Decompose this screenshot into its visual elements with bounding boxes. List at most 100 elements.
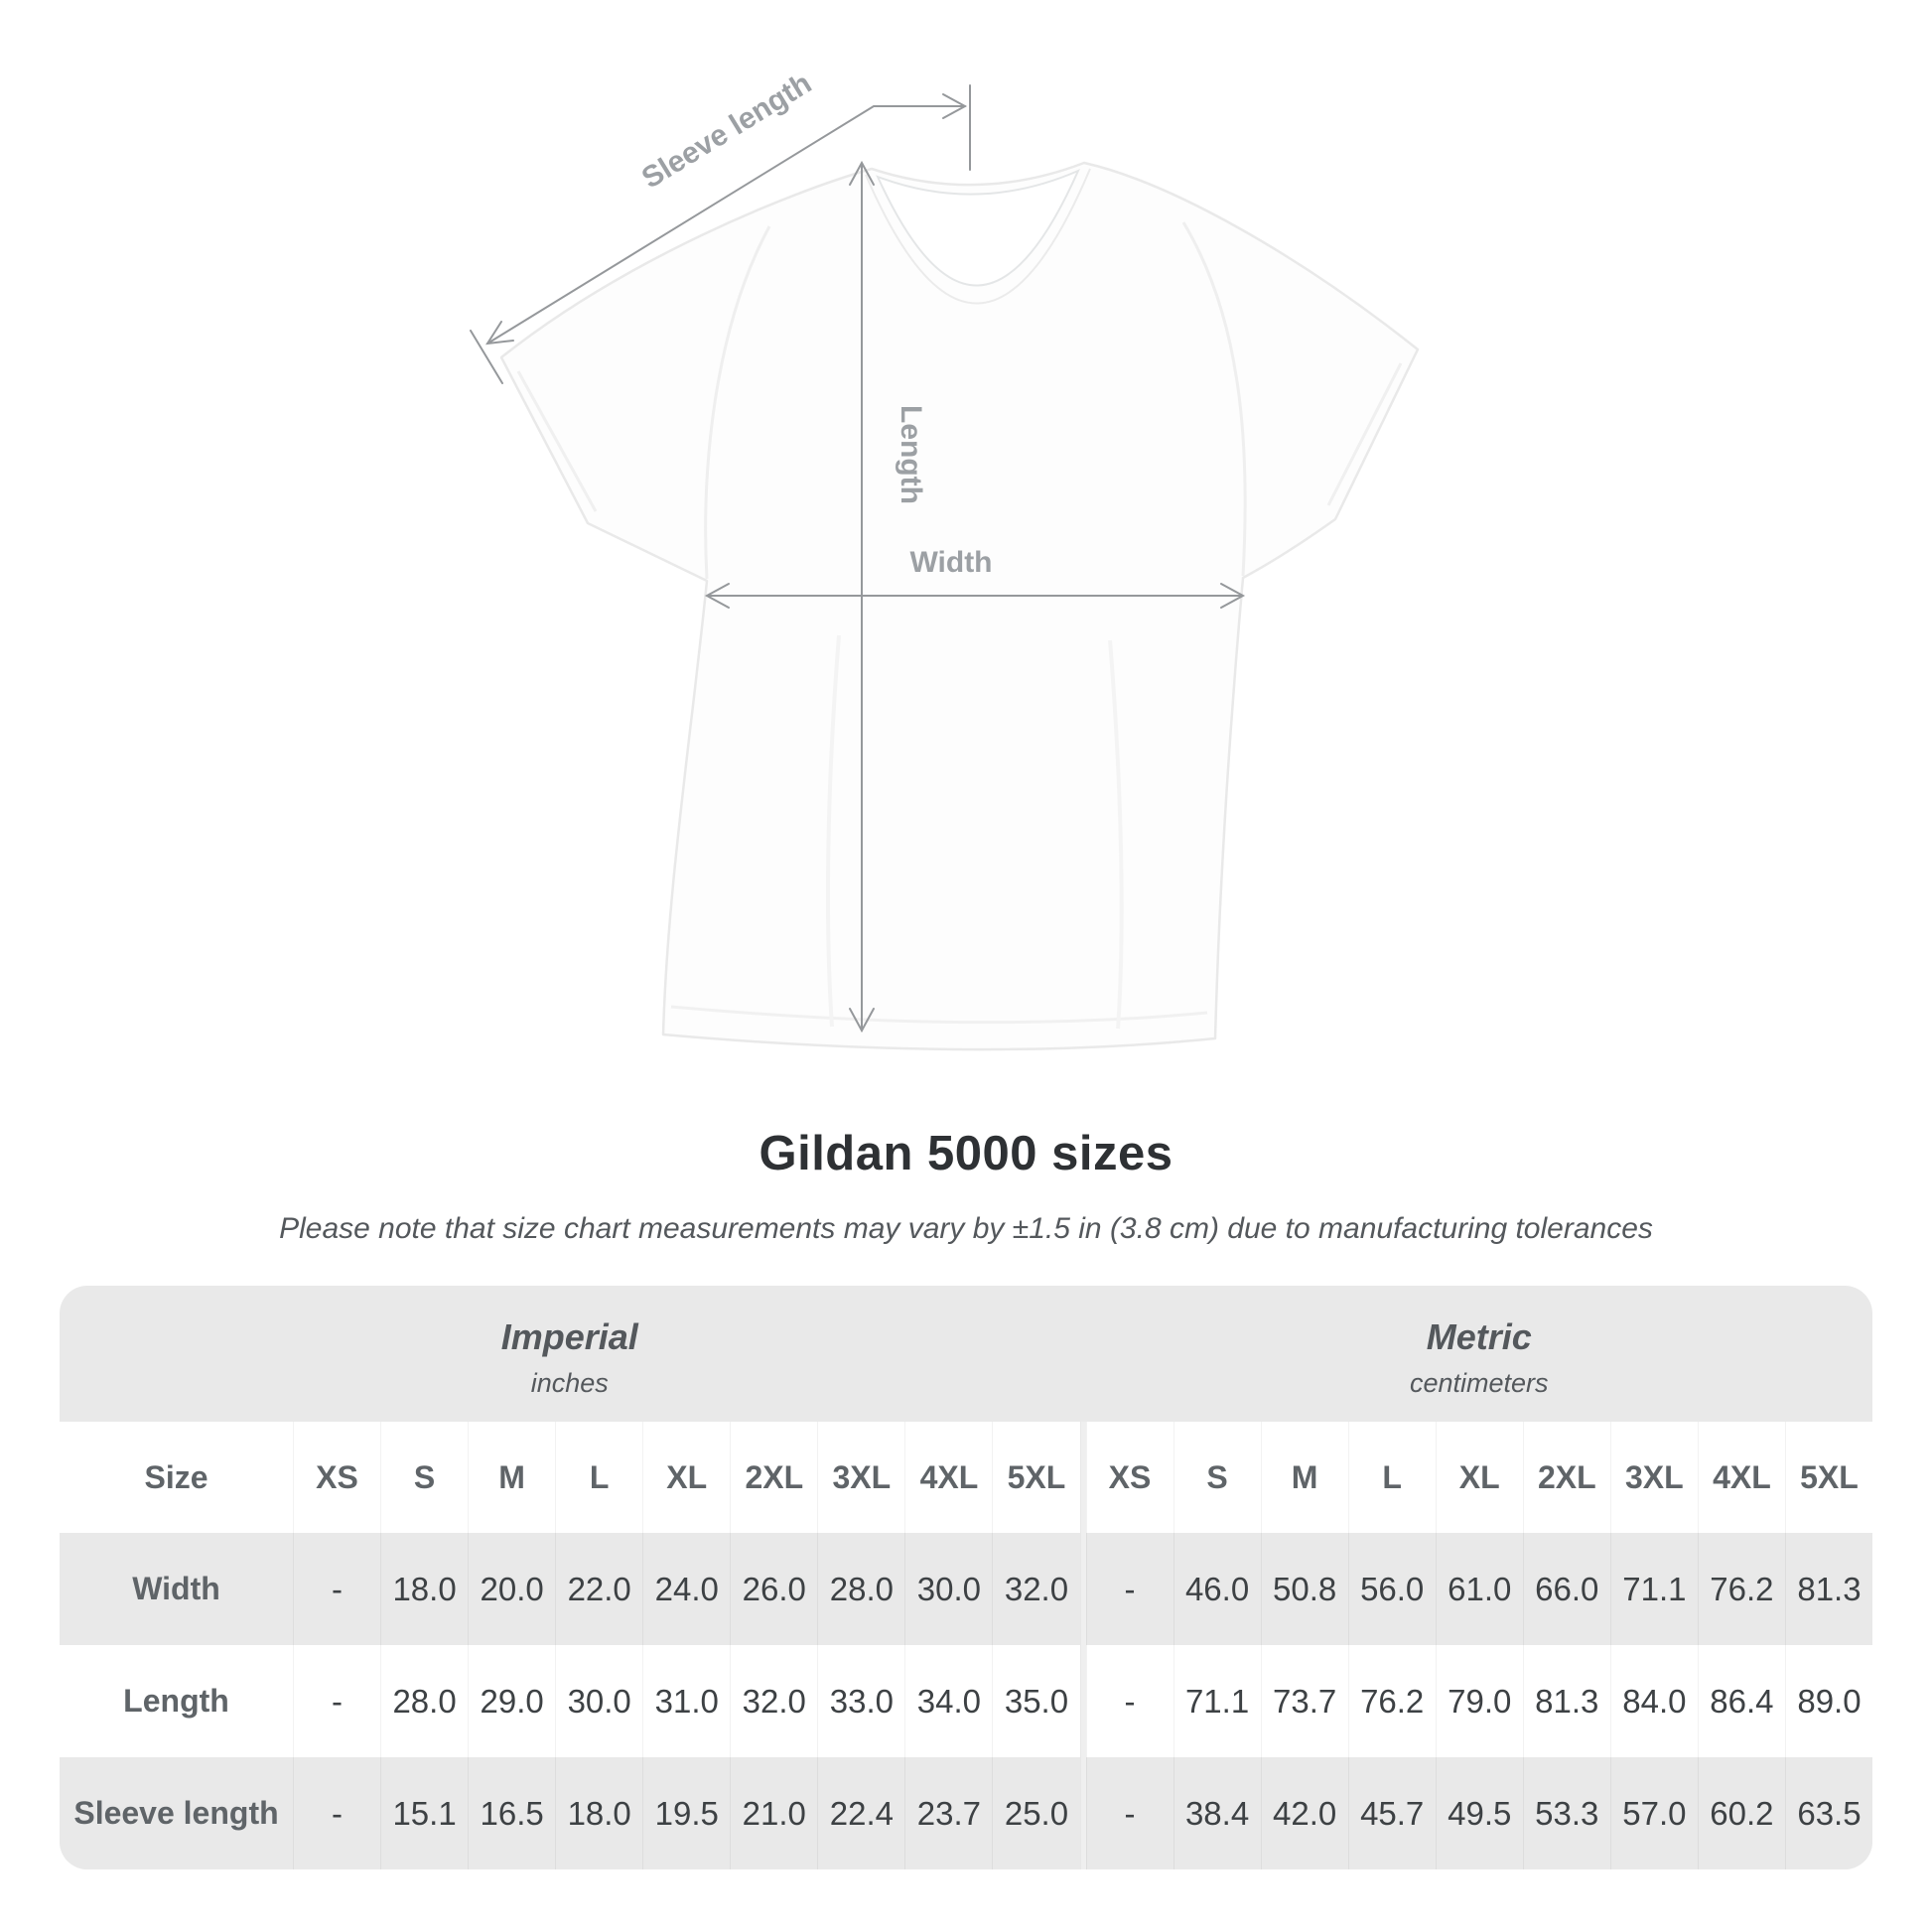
- measure-row-0-imperial-5: 26.0: [730, 1533, 817, 1645]
- size-header-row-metric-8: 5XL: [1784, 1422, 1872, 1533]
- measure-row-0-label: Width: [132, 1571, 220, 1606]
- size-header-row: Size XS S M L XL 2XL 3XL 4XL 5XL XS S M L XL 2XL 3XL 4XL 5…: [60, 1422, 1872, 1533]
- measure-row-1-metric-6: 84.0: [1609, 1645, 1698, 1757]
- measure-row-0-metric-6: 71.1: [1609, 1533, 1698, 1645]
- measure-row-0-metric-2: 50.8: [1260, 1533, 1348, 1645]
- measure-row-0-imperial-3: 22.0: [555, 1533, 642, 1645]
- group-header-imperial: Imperial inches: [60, 1286, 1080, 1422]
- metric-unit-label: centimeters: [1409, 1368, 1549, 1398]
- size-header-row-imperial-8: 5XL: [992, 1422, 1079, 1533]
- measure-row-2-metric-4: 49.5: [1435, 1757, 1523, 1869]
- measure-row-2-metric-8: 63.5: [1784, 1757, 1872, 1869]
- measure-row-2-metric-3: 45.7: [1347, 1757, 1436, 1869]
- size-header-row-imperial-4: XL: [642, 1422, 730, 1533]
- measure-row-0-imperial-0: -: [293, 1533, 380, 1645]
- measure-row-2-metric-2: 42.0: [1260, 1757, 1348, 1869]
- measure-row-0-imperial-4: 24.0: [642, 1533, 730, 1645]
- measure-row-2-imperial-0: -: [293, 1757, 380, 1869]
- measure-row-1-metric-3: 76.2: [1347, 1645, 1436, 1757]
- measure-row-0-imperial-6: 28.0: [817, 1533, 904, 1645]
- measure-row-0-imperial-7: 30.0: [904, 1533, 992, 1645]
- width-arrow: [704, 583, 1246, 609]
- group-divider: [1079, 1757, 1086, 1869]
- measure-row-2-imperial-5: 21.0: [730, 1757, 817, 1869]
- width-label: Width: [909, 546, 992, 579]
- size-header-row-metric-3: L: [1347, 1422, 1436, 1533]
- measure-row-2-imperial-6: 22.4: [817, 1757, 904, 1869]
- measure-row-2-metric-7: 60.2: [1697, 1757, 1785, 1869]
- sleeve-end-tick: [470, 330, 503, 384]
- tolerance-note: Please note that size chart measurements…: [279, 1212, 1653, 1245]
- measure-row-1-metric-5: 81.3: [1522, 1645, 1610, 1757]
- measure-row-1: Length -28.0 29.0 30.0 31.0 32.0 33.0 34.0 35.0-…: [60, 1645, 1872, 1757]
- size-header-row-metric-1: S: [1173, 1422, 1261, 1533]
- measure-row-2-imperial-3: 18.0: [555, 1757, 642, 1869]
- measure-row-1-label: Length: [123, 1683, 229, 1719]
- measure-row-0-metric-5: 66.0: [1522, 1533, 1610, 1645]
- size-header-row-metric-0: XS: [1085, 1422, 1173, 1533]
- measure-row-2-imperial-8: 25.0: [992, 1757, 1079, 1869]
- measure-row-2-metric-6: 57.0: [1609, 1757, 1698, 1869]
- length-label: Length: [895, 405, 927, 504]
- size-header-row-metric-7: 4XL: [1697, 1422, 1785, 1533]
- measure-row-1-metric-4: 79.0: [1435, 1645, 1523, 1757]
- size-header-row-metric-5: 2XL: [1522, 1422, 1610, 1533]
- collar: [876, 169, 1080, 287]
- group-divider: [1079, 1533, 1086, 1645]
- measure-row-2: Sleeve length -15.1 16.5 18.0 19.5 21.0 22.4 23…: [60, 1757, 1872, 1869]
- size-header-row-label: Size: [144, 1458, 208, 1495]
- measure-row-1-metric-0: -: [1085, 1645, 1173, 1757]
- measure-row-1-imperial-1: 28.0: [380, 1645, 468, 1757]
- measure-row-2-imperial-2: 16.5: [468, 1757, 555, 1869]
- size-table-body: Size XS S M L XL 2XL 3XL 4XL 5XL XS S M L XL 2XL 3XL 4XL 5…: [60, 1422, 1872, 1869]
- measure-row-2-imperial-1: 15.1: [380, 1757, 468, 1869]
- size-header-row-metric-6: 3XL: [1609, 1422, 1698, 1533]
- size-header-row-imperial-6: 3XL: [817, 1422, 904, 1533]
- size-table: Imperial inches Metric centimeters Size X…: [60, 1286, 1872, 1869]
- size-header-row-imperial-7: 4XL: [904, 1422, 992, 1533]
- group-divider: [1079, 1645, 1086, 1757]
- size-header-row-imperial-2: M: [468, 1422, 555, 1533]
- metric-label: Metric: [1426, 1316, 1532, 1357]
- measure-row-0-imperial-2: 20.0: [468, 1533, 555, 1645]
- measure-row-1-imperial-8: 35.0: [992, 1645, 1079, 1757]
- size-header-row-metric-4: XL: [1435, 1422, 1523, 1533]
- measure-row-0-metric-8: 81.3: [1784, 1533, 1872, 1645]
- size-header-row-imperial-0: XS: [293, 1422, 380, 1533]
- unit-group-header: Imperial inches Metric centimeters: [60, 1286, 1872, 1422]
- imperial-label: Imperial: [500, 1316, 638, 1357]
- measure-row-1-imperial-7: 34.0: [904, 1645, 992, 1757]
- measure-row-0-imperial-8: 32.0: [992, 1533, 1079, 1645]
- measure-row-1-metric-7: 86.4: [1697, 1645, 1785, 1757]
- measure-row-2-metric-0: -: [1085, 1757, 1173, 1869]
- measure-row-1-imperial-3: 30.0: [555, 1645, 642, 1757]
- size-header-row-imperial-3: L: [555, 1422, 642, 1533]
- length-arrow: [849, 160, 875, 1034]
- measure-row-1-imperial-5: 32.0: [730, 1645, 817, 1757]
- measure-row-0-metric-0: -: [1085, 1533, 1173, 1645]
- measure-row-1-imperial-2: 29.0: [468, 1645, 555, 1757]
- measure-row-0-imperial-1: 18.0: [380, 1533, 468, 1645]
- measure-row-0-metric-3: 56.0: [1347, 1533, 1436, 1645]
- measure-row-0-metric-7: 76.2: [1697, 1533, 1785, 1645]
- measure-row-0-metric-4: 61.0: [1435, 1533, 1523, 1645]
- measure-row-2-label: Sleeve length: [73, 1795, 279, 1831]
- measure-row-2-metric-5: 53.3: [1522, 1757, 1610, 1869]
- sleeve-length-arrow: [470, 84, 971, 384]
- page-title: Gildan 5000 sizes: [759, 1127, 1173, 1180]
- size-header-row-metric-2: M: [1260, 1422, 1348, 1533]
- tshirt-illustration: [499, 161, 1420, 1051]
- size-header-row-imperial-1: S: [380, 1422, 468, 1533]
- group-divider: [1079, 1422, 1086, 1533]
- measure-row-0: Width -18.0 20.0 22.0 24.0 26.0 28.0 30.0 32.0-4…: [60, 1533, 1872, 1645]
- measure-row-2-imperial-7: 23.7: [904, 1757, 992, 1869]
- measure-row-1-imperial-4: 31.0: [642, 1645, 730, 1757]
- measure-row-2-metric-1: 38.4: [1173, 1757, 1261, 1869]
- measure-row-1-metric-2: 73.7: [1260, 1645, 1348, 1757]
- measure-row-1-metric-8: 89.0: [1784, 1645, 1872, 1757]
- group-header-metric: Metric centimeters: [1086, 1286, 1873, 1422]
- size-header-row-imperial-5: 2XL: [730, 1422, 817, 1533]
- measure-row-2-imperial-4: 19.5: [642, 1757, 730, 1869]
- measure-row-1-imperial-6: 33.0: [817, 1645, 904, 1757]
